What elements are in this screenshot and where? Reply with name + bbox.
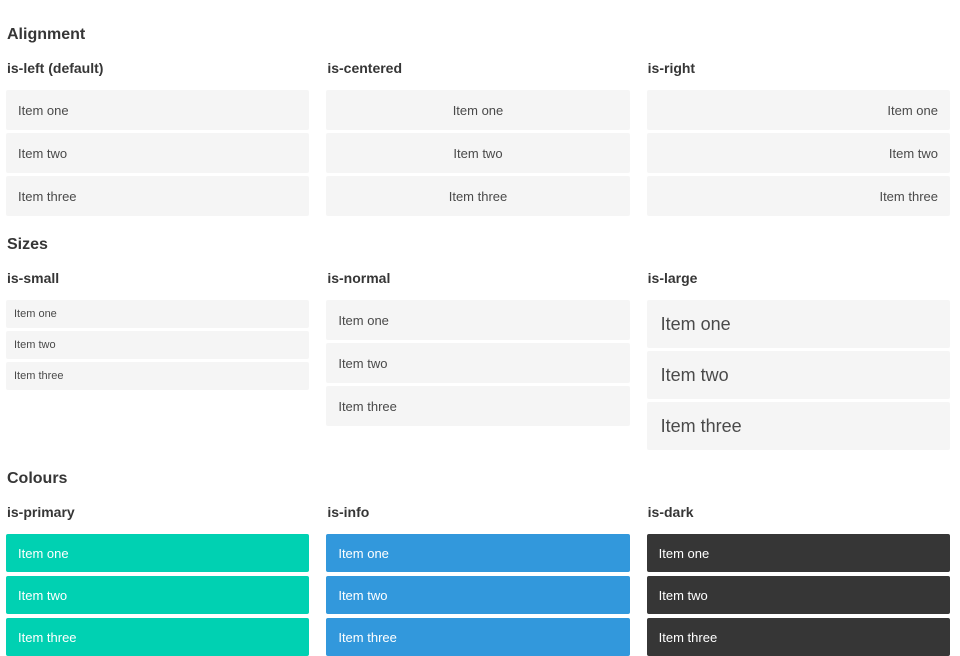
column-title: is-info — [327, 504, 370, 520]
list-item: Item three — [6, 362, 310, 390]
list-item: Item three — [6, 618, 310, 656]
column-is-right: is-right Item one Item two Item three — [646, 43, 950, 216]
list-item: Item one — [646, 300, 950, 348]
column-title: is-primary — [7, 504, 75, 520]
list-normal: Item one Item two Item three — [326, 300, 630, 426]
list-item: Item two — [646, 133, 950, 173]
list-item: Item three — [646, 402, 950, 450]
column-is-primary: is-primary Item one Item two Item three — [6, 487, 310, 656]
column-title: is-normal — [327, 270, 391, 286]
list-item: Item three — [326, 618, 630, 656]
list-info: Item one Item two Item three — [326, 534, 630, 656]
list-item: Item two — [646, 351, 950, 399]
section-title: Alignment — [7, 26, 86, 43]
list-centered: Item one Item two Item three — [326, 90, 630, 216]
column-is-info: is-info Item one Item two Item three — [326, 487, 630, 656]
alignment-columns: is-left (default) Item one Item two Item… — [6, 43, 950, 216]
column-is-dark: is-dark Item one Item two Item three — [646, 487, 950, 656]
list-item: Item two — [6, 133, 310, 173]
column-is-large: is-large Item one Item two Item three — [646, 253, 950, 450]
column-is-left: is-left (default) Item one Item two Item… — [6, 43, 310, 216]
list-item: Item one — [6, 300, 310, 328]
column-is-normal: is-normal Item one Item two Item three — [326, 253, 630, 450]
list-item: Item two — [326, 343, 630, 383]
list-item: Item three — [646, 176, 950, 216]
list-item: Item two — [6, 331, 310, 359]
list-left: Item one Item two Item three — [6, 90, 310, 216]
list-item: Item one — [326, 534, 630, 572]
column-title: is-large — [647, 270, 698, 286]
column-title: is-dark — [647, 504, 694, 520]
list-item: Item one — [326, 300, 630, 340]
list-item: Item two — [646, 576, 950, 614]
section-title: Colours — [7, 470, 68, 487]
list-right: Item one Item two Item three — [646, 90, 950, 216]
list-item: Item three — [326, 176, 630, 216]
section-colours: Colours is-primary Item one Item two Ite… — [6, 471, 950, 656]
list-item: Item two — [6, 576, 310, 614]
list-item: Item two — [326, 576, 630, 614]
list-item: Item three — [326, 386, 630, 426]
list-item: Item three — [646, 618, 950, 656]
list-item: Item three — [6, 176, 310, 216]
section-alignment: Alignment is-left (default) Item one Ite… — [6, 27, 950, 216]
list-item: Item one — [6, 90, 310, 130]
list-item: Item one — [646, 90, 950, 130]
column-title: is-centered — [327, 60, 403, 76]
column-is-small: is-small Item one Item two Item three — [6, 253, 310, 450]
column-title: is-left (default) — [7, 60, 104, 76]
column-is-centered: is-centered Item one Item two Item three — [326, 43, 630, 216]
colours-columns: is-primary Item one Item two Item three … — [6, 487, 950, 656]
section-sizes: Sizes is-small Item one Item two Item th… — [6, 237, 950, 450]
list-item: Item two — [326, 133, 630, 173]
list-item: Item one — [326, 90, 630, 130]
list-dark: Item one Item two Item three — [646, 534, 950, 656]
section-title: Sizes — [7, 236, 48, 253]
column-title: is-small — [7, 270, 60, 286]
list-item: Item one — [6, 534, 310, 572]
column-title: is-right — [647, 60, 696, 76]
sizes-columns: is-small Item one Item two Item three is… — [6, 253, 950, 450]
list-item: Item one — [646, 534, 950, 572]
list-large: Item one Item two Item three — [646, 300, 950, 450]
list-primary: Item one Item two Item three — [6, 534, 310, 656]
list-small: Item one Item two Item three — [6, 300, 310, 390]
